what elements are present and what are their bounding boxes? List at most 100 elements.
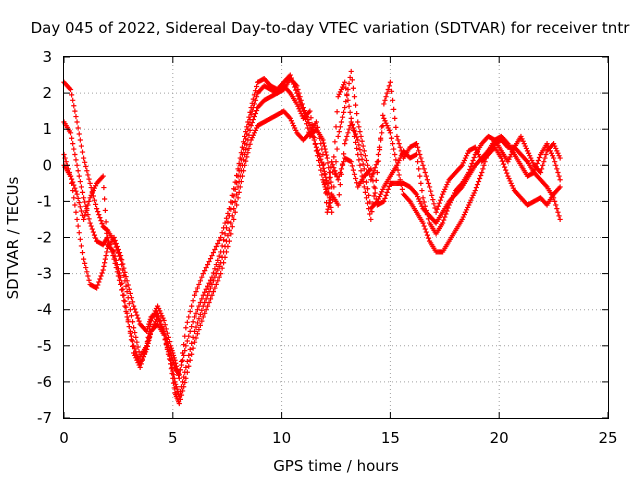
- data-point: [360, 143, 366, 149]
- data-point: [346, 126, 352, 132]
- data-point: [331, 165, 337, 171]
- data-point: [190, 319, 196, 325]
- data-point: [219, 254, 225, 260]
- data-point: [218, 260, 224, 266]
- data-point: [253, 125, 260, 131]
- data-point: [194, 320, 201, 326]
- data-point: [292, 84, 298, 90]
- data-point: [236, 160, 242, 167]
- data-point: [170, 352, 177, 359]
- data-point: [216, 237, 222, 244]
- data-point: [338, 119, 345, 125]
- data-point: [325, 206, 331, 212]
- data-point: [223, 238, 230, 244]
- data-point: [152, 308, 158, 314]
- data-point: [215, 240, 221, 247]
- data-point: [94, 206, 100, 212]
- data-point: [442, 214, 448, 220]
- data-point: [314, 153, 321, 159]
- data-point: [206, 289, 212, 295]
- data-point: [85, 202, 91, 208]
- data-point: [369, 172, 375, 178]
- data-point: [539, 166, 545, 172]
- data-point: [335, 202, 341, 208]
- data-point: [222, 220, 228, 226]
- x-tick-label: 15: [381, 429, 400, 447]
- data-point: [240, 157, 247, 163]
- data-point: [518, 133, 524, 140]
- data-point: [346, 103, 352, 109]
- series-track-4: [61, 72, 563, 381]
- data-point: [499, 158, 506, 164]
- data-point: [347, 109, 353, 115]
- data-point: [122, 269, 128, 275]
- data-point: [348, 115, 354, 121]
- data-point: [327, 197, 333, 203]
- data-point: [197, 278, 203, 284]
- data-point: [418, 180, 424, 186]
- data-point: [338, 166, 345, 172]
- data-point: [244, 142, 250, 148]
- data-point: [83, 264, 89, 271]
- data-point: [382, 97, 388, 103]
- data-point: [128, 337, 135, 343]
- data-point: [223, 215, 230, 221]
- data-point: [321, 161, 327, 167]
- data-point: [194, 307, 201, 313]
- data-point: [123, 304, 129, 310]
- data-point: [461, 157, 467, 164]
- data-point: [229, 224, 235, 230]
- data-point: [222, 243, 228, 250]
- data-point: [421, 166, 427, 172]
- data-point: [138, 361, 144, 367]
- data-point: [133, 309, 139, 315]
- data-point: [322, 146, 328, 152]
- data-point: [237, 155, 243, 161]
- data-point: [243, 147, 249, 153]
- data-point: [393, 124, 399, 130]
- data-point: [336, 91, 342, 97]
- data-point: [523, 145, 529, 152]
- data-point: [75, 168, 81, 174]
- data-point: [373, 162, 379, 168]
- data-point: [548, 150, 555, 156]
- data-point: [200, 292, 206, 298]
- data-point: [462, 155, 469, 161]
- data-point: [416, 148, 422, 154]
- data-point: [207, 255, 214, 262]
- data-point: [134, 357, 140, 363]
- data-point: [537, 169, 544, 176]
- data-point: [74, 162, 80, 168]
- data-point: [416, 196, 422, 202]
- data-point: [462, 209, 469, 215]
- data-point: [252, 127, 259, 134]
- data-point: [119, 257, 125, 263]
- data-point: [133, 355, 139, 361]
- data-point: [215, 257, 221, 263]
- data-point: [384, 189, 390, 195]
- data-point: [199, 307, 205, 313]
- data-point: [78, 184, 85, 190]
- data-point: [79, 249, 86, 256]
- data-point: [541, 159, 547, 165]
- data-point: [419, 159, 425, 165]
- data-point: [92, 235, 99, 241]
- data-point: [355, 119, 361, 125]
- data-point: [187, 308, 193, 315]
- data-point: [330, 169, 336, 175]
- data-point: [433, 209, 439, 215]
- data-point: [413, 141, 420, 147]
- data-point: [111, 234, 117, 241]
- data-point: [177, 367, 184, 373]
- data-point: [337, 181, 343, 188]
- data-point: [349, 163, 355, 169]
- data-point: [121, 298, 127, 304]
- data-point: [471, 154, 477, 161]
- data-point: [472, 187, 478, 194]
- data-point: [460, 214, 466, 220]
- data-point: [441, 189, 447, 195]
- data-point: [101, 184, 107, 191]
- data-point: [216, 274, 222, 280]
- data-point: [297, 99, 303, 105]
- data-point: [343, 137, 349, 143]
